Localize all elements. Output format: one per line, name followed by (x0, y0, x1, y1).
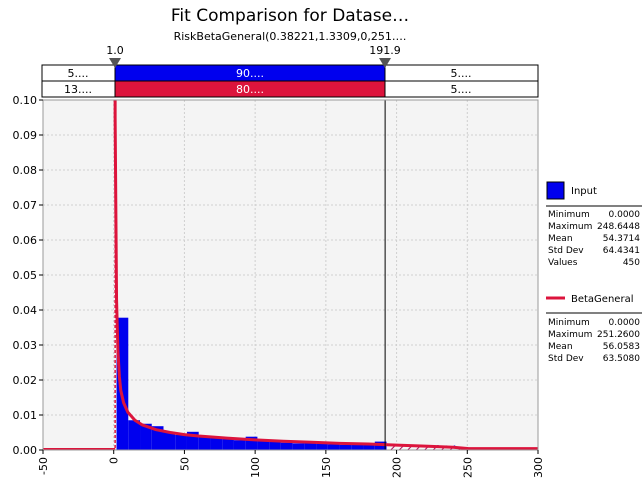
y-tick-label: 0.00 (13, 444, 38, 457)
chart-subtitle: RiskBetaGeneral(0.38221,1.3309,0,251…. (173, 30, 407, 43)
y-tick-label: 0.01 (13, 409, 38, 422)
x-tick-label: 50 (178, 457, 191, 471)
histogram-bar (198, 436, 211, 450)
stat-name: Values (548, 258, 578, 268)
histogram-bar (363, 444, 375, 450)
right-delimiter-value: 191.9 (369, 44, 401, 57)
stat-value: 251.2600 (597, 330, 640, 340)
stat-name: Maximum (548, 330, 592, 340)
x-tick-label: 0 (108, 457, 121, 464)
stat-name: Mean (548, 234, 573, 244)
histogram-bar (128, 420, 141, 450)
histogram-bar (186, 431, 199, 450)
stat-name: Std Dev (548, 246, 584, 256)
x-tick-label: 200 (391, 457, 404, 478)
delimiter-lines (114, 100, 386, 450)
histogram-bar (292, 443, 305, 450)
y-tick-label: 0.06 (13, 234, 38, 247)
stat-name: Std Dev (548, 354, 584, 364)
chart-title: Fit Comparison for Datase… (170, 6, 410, 26)
probability-bands: 5.... 90.... 5.... 13.... 80.... 5.... (41, 64, 539, 98)
stat-name: Minimum (548, 210, 590, 220)
left-delimiter-value: 1.0 (106, 44, 124, 57)
histogram-bar (316, 443, 328, 450)
histogram-bar (257, 440, 270, 450)
stat-value: 54.3714 (603, 234, 640, 244)
y-tick-label: 0.09 (13, 129, 38, 142)
x-tick-label: 250 (461, 457, 474, 478)
histogram-bar (351, 443, 364, 450)
legend-input-stats: Minimum 0.0000 Maximum 248.6448 Mean 54.3714 S… (548, 210, 640, 268)
histogram-bar (327, 444, 340, 450)
grid-lines (43, 100, 538, 450)
histogram-bar (140, 423, 152, 450)
x-tick-label: 300 (532, 457, 545, 478)
fit-tail-left (43, 448, 116, 450)
x-tick-label: -50 (37, 457, 50, 475)
y-axis: 0.00 0.01 0.02 0.03 0.04 0.05 0.06 0.07 0.08 0.09… (13, 94, 43, 457)
band-input-mid-label: 90.... (236, 67, 264, 80)
band-fit-left-label: 13.... (64, 83, 92, 96)
histogram-bar (222, 438, 234, 450)
band-fit-mid-label: 80.... (236, 83, 264, 96)
band-input-left-label: 5.... (68, 67, 89, 80)
y-tick-label: 0.02 (13, 374, 38, 387)
fit-line (113, 100, 538, 450)
legend-input-label: Input (571, 186, 597, 197)
histogram-bar (280, 442, 293, 450)
legend-input-swatch (546, 181, 565, 200)
histogram-bar (116, 317, 129, 450)
histogram-bar (269, 440, 281, 450)
band-fit-right-label: 5.... (451, 83, 472, 96)
stat-value: 56.0583 (603, 342, 640, 352)
y-tick-label: 0.10 (13, 94, 38, 107)
stat-value: 0.0000 (609, 210, 641, 220)
legend-fit: BetaGeneral Minimum 0.0000 Maximum 251.2600… (546, 294, 642, 364)
y-tick-label: 0.03 (13, 339, 38, 352)
y-tick-label: 0.07 (13, 199, 38, 212)
legend-input: Input Minimum 0.0000 Maximum 248.6448 Mean 54… (546, 181, 642, 268)
x-axis: -50 0 50 100 150 200 250 300 (37, 450, 545, 478)
stat-value: 248.6448 (597, 222, 640, 232)
right-delimiter-handle[interactable] (379, 58, 391, 68)
legend-fit-label: BetaGeneral (571, 294, 633, 305)
histogram-bar (304, 441, 317, 450)
stat-name: Maximum (548, 222, 592, 232)
stat-name: Mean (548, 342, 573, 352)
histogram-bar (339, 444, 352, 450)
y-tick-label: 0.05 (13, 269, 38, 282)
legend-fit-stats: Minimum 0.0000 Maximum 251.2600 Mean 56.0583 S… (548, 318, 640, 364)
left-delimiter-handle[interactable] (109, 58, 121, 68)
histogram-bar (163, 432, 176, 450)
stat-value: 0.0000 (609, 318, 641, 328)
fit-curve (43, 100, 538, 450)
band-fit-right (384, 80, 539, 98)
y-tick-label: 0.08 (13, 164, 38, 177)
histogram-bar (245, 436, 258, 450)
histogram-bar (151, 426, 164, 450)
stat-value: 64.4341 (603, 246, 640, 256)
x-tick-label: 100 (249, 457, 262, 478)
histogram-bar (233, 440, 246, 450)
band-input-right-label: 5.... (451, 67, 472, 80)
stat-name: Minimum (548, 318, 590, 328)
histogram-bar (175, 434, 187, 450)
x-tick-label: 150 (320, 457, 333, 478)
histogram-bar (210, 437, 223, 450)
stat-value: 63.5080 (603, 354, 640, 364)
y-tick-label: 0.04 (13, 304, 38, 317)
stat-value: 450 (623, 258, 640, 268)
